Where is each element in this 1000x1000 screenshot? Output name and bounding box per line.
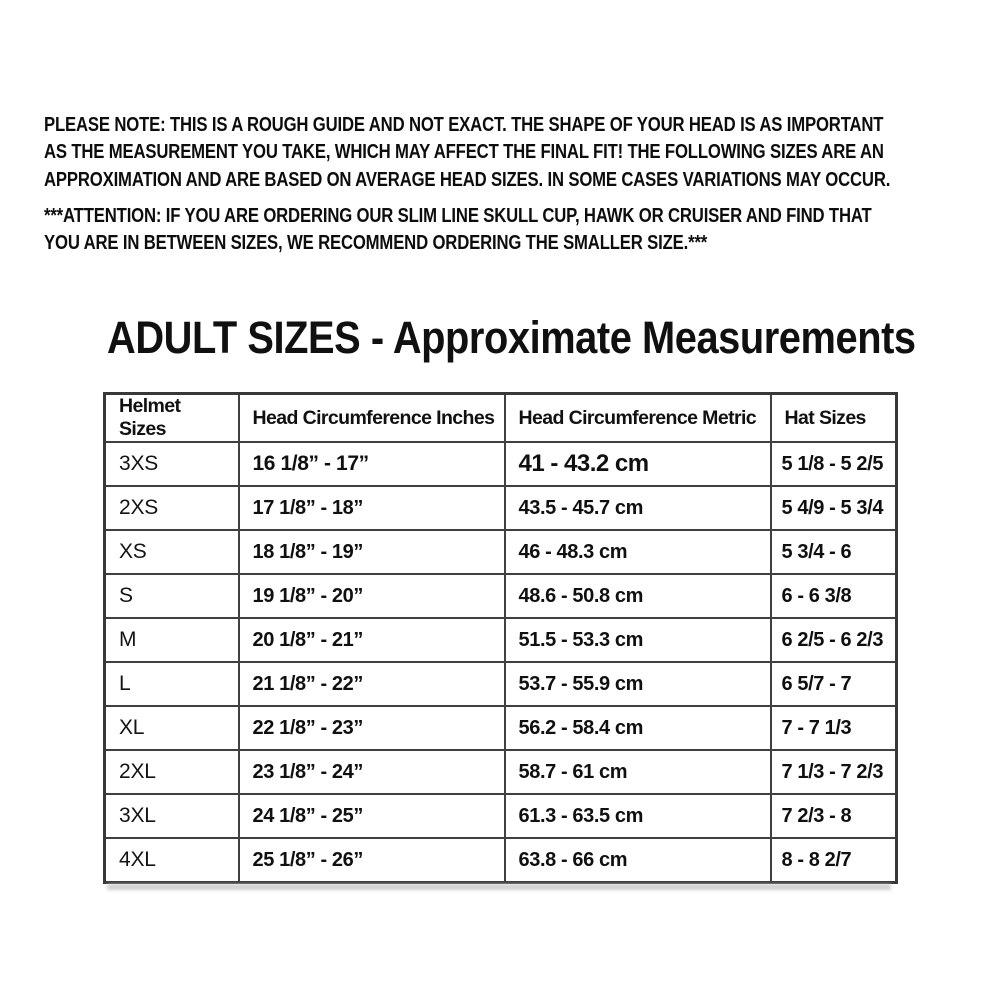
cell-helmet-size: 2XS [103,485,240,531]
cell-inches: 25 1/8” - 26” [237,837,506,884]
cell-metric: 53.7 - 55.9 cm [503,661,772,707]
table-bottom-shadow [107,884,891,890]
table-row: 3XS 16 1/8” - 17” 41 - 43.2 cm 5 1/8 - 5… [103,441,898,487]
cell-metric: 48.6 - 50.8 cm [503,573,772,619]
cell-metric: 63.8 - 66 cm [503,837,772,884]
table-row: L 21 1/8” - 22” 53.7 - 55.9 cm 6 5/7 - 7 [103,661,898,707]
cell-metric: 46 - 48.3 cm [503,529,772,575]
cell-helmet-size: L [103,661,240,707]
header-helmet-sizes: Helmet Sizes [103,392,240,443]
cell-hat-size: 5 1/8 - 5 2/5 [769,441,898,487]
cell-helmet-size: S [103,573,240,619]
cell-hat-size: 7 2/3 - 8 [769,793,898,839]
cell-hat-size: 8 - 8 2/7 [769,837,898,884]
adult-sizes-table: Helmet Sizes Head Circumference Inches H… [103,392,898,884]
cell-helmet-size: 3XL [103,793,240,839]
cell-helmet-size: 2XL [103,749,240,795]
cell-metric: 43.5 - 45.7 cm [503,485,772,531]
table-row: S 19 1/8” - 20” 48.6 - 50.8 cm 6 - 6 3/8 [103,573,898,619]
cell-inches: 22 1/8” - 23” [237,705,506,751]
cell-inches: 18 1/8” - 19” [237,529,506,575]
table-row: 3XL 24 1/8” - 25” 61.3 - 63.5 cm 7 2/3 -… [103,793,898,839]
cell-hat-size: 5 3/4 - 6 [769,529,898,575]
cell-inches: 17 1/8” - 18” [237,485,506,531]
cell-hat-size: 7 - 7 1/3 [769,705,898,751]
cell-helmet-size: 4XL [103,837,240,884]
table-header-row: Helmet Sizes Head Circumference Inches H… [103,392,898,443]
table-row: 2XL 23 1/8” - 24” 58.7 - 61 cm 7 1/3 - 7… [103,749,898,795]
header-circumference-inches: Head Circumference Inches [237,392,506,443]
cell-metric: 51.5 - 53.3 cm [503,617,772,663]
header-hat-sizes: Hat Sizes [769,392,898,443]
table-row: M 20 1/8” - 21” 51.5 - 53.3 cm 6 2/5 - 6… [103,617,898,663]
cell-metric: 56.2 - 58.4 cm [503,705,772,751]
cell-metric: 58.7 - 61 cm [503,749,772,795]
size-table-container: Helmet Sizes Head Circumference Inches H… [103,392,898,884]
cell-helmet-size: M [103,617,240,663]
attention-paragraph: ***ATTENTION: IF YOU ARE ORDERING OUR SL… [44,204,872,255]
cell-metric: 41 - 43.2 cm [503,441,772,487]
table-row: 4XL 25 1/8” - 26” 63.8 - 66 cm 8 - 8 2/7 [103,837,898,884]
cell-helmet-size: XL [103,705,240,751]
cell-hat-size: 7 1/3 - 7 2/3 [769,749,898,795]
page-title: ADULT SIZES - Approximate Measurements [107,312,916,363]
cell-hat-size: 6 2/5 - 6 2/3 [769,617,898,663]
cell-helmet-size: XS [103,529,240,575]
cell-hat-size: 5 4/9 - 5 3/4 [769,485,898,531]
cell-helmet-size: 3XS [103,441,240,487]
cell-inches: 20 1/8” - 21” [237,617,506,663]
cell-inches: 16 1/8” - 17” [237,441,506,487]
header-circumference-metric: Head Circumference Metric [503,392,772,443]
cell-inches: 21 1/8” - 22” [237,661,506,707]
table-row: 2XS 17 1/8” - 18” 43.5 - 45.7 cm 5 4/9 -… [103,485,898,531]
cell-hat-size: 6 5/7 - 7 [769,661,898,707]
table-row: XS 18 1/8” - 19” 46 - 48.3 cm 5 3/4 - 6 [103,529,898,575]
table-row: XL 22 1/8” - 23” 56.2 - 58.4 cm 7 - 7 1/… [103,705,898,751]
cell-metric: 61.3 - 63.5 cm [503,793,772,839]
note-paragraph: PLEASE NOTE: THIS IS A ROUGH GUIDE AND N… [44,113,891,191]
cell-inches: 19 1/8” - 20” [237,573,506,619]
cell-inches: 23 1/8” - 24” [237,749,506,795]
cell-inches: 24 1/8” - 25” [237,793,506,839]
cell-hat-size: 6 - 6 3/8 [769,573,898,619]
